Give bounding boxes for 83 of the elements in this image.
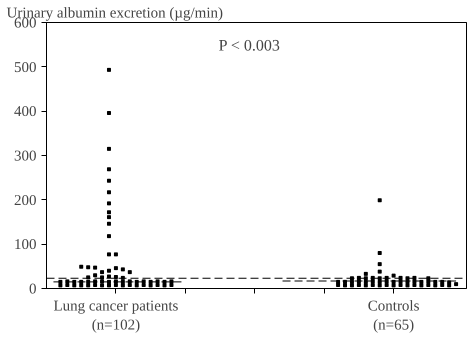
point	[412, 282, 416, 287]
point	[79, 264, 84, 269]
point	[106, 268, 111, 273]
point	[384, 282, 389, 287]
y-tick-label: 100	[14, 237, 36, 254]
point	[370, 282, 375, 287]
point	[433, 280, 438, 284]
point	[106, 167, 111, 172]
point	[106, 222, 111, 226]
point	[454, 282, 458, 286]
point	[364, 272, 368, 276]
point	[79, 283, 84, 288]
point	[93, 273, 98, 278]
point	[72, 280, 76, 284]
point	[106, 210, 111, 214]
y-tick-label: 0	[29, 282, 36, 298]
point	[405, 283, 410, 288]
point	[120, 283, 125, 288]
point	[350, 280, 354, 284]
point	[106, 190, 111, 194]
point	[378, 270, 382, 274]
point	[378, 198, 382, 202]
point	[86, 280, 90, 284]
point	[169, 279, 174, 284]
point	[120, 280, 125, 284]
point	[106, 68, 111, 72]
point	[378, 262, 382, 266]
point	[114, 282, 118, 287]
y-tick-label: 200	[14, 192, 36, 209]
point	[162, 283, 167, 288]
point	[156, 279, 160, 284]
point	[392, 283, 396, 288]
point	[100, 283, 104, 288]
point	[106, 110, 111, 115]
point	[378, 251, 382, 256]
x-tick-label: Lung cancer patients (n=102)	[53, 298, 179, 334]
point	[156, 282, 160, 287]
y-tick-label: 300	[14, 148, 36, 164]
point	[343, 283, 348, 288]
point	[148, 283, 153, 288]
point	[106, 234, 111, 238]
point	[106, 201, 111, 206]
point	[106, 283, 111, 288]
point	[412, 276, 416, 280]
point	[142, 282, 146, 287]
point	[398, 279, 403, 284]
point	[106, 215, 111, 220]
point	[106, 146, 111, 151]
point	[72, 283, 76, 288]
point	[93, 282, 98, 287]
point	[120, 267, 125, 272]
point	[114, 252, 118, 256]
point	[106, 178, 111, 183]
point	[350, 283, 354, 288]
point	[419, 283, 424, 288]
point	[134, 283, 139, 288]
point	[134, 280, 139, 284]
point	[378, 276, 382, 280]
point	[392, 274, 396, 278]
point	[128, 270, 132, 274]
point	[86, 283, 90, 288]
y-tick-label: 400	[14, 104, 36, 120]
point	[398, 282, 403, 287]
point	[100, 270, 104, 274]
point	[426, 282, 430, 287]
point	[364, 283, 368, 288]
y-tick-label: 500	[14, 60, 36, 76]
point	[86, 265, 90, 270]
point	[114, 266, 118, 270]
point	[433, 283, 438, 288]
annotation: P < 0.003	[218, 37, 280, 54]
point	[93, 266, 98, 270]
point	[426, 276, 430, 280]
point	[128, 282, 132, 287]
point	[447, 280, 452, 284]
point	[169, 282, 174, 287]
point	[106, 252, 111, 256]
point	[114, 274, 118, 279]
point	[58, 283, 62, 288]
point	[65, 282, 70, 287]
x-tick-label: Controls (n=65)	[368, 298, 420, 334]
point	[378, 283, 382, 288]
point	[356, 282, 361, 287]
